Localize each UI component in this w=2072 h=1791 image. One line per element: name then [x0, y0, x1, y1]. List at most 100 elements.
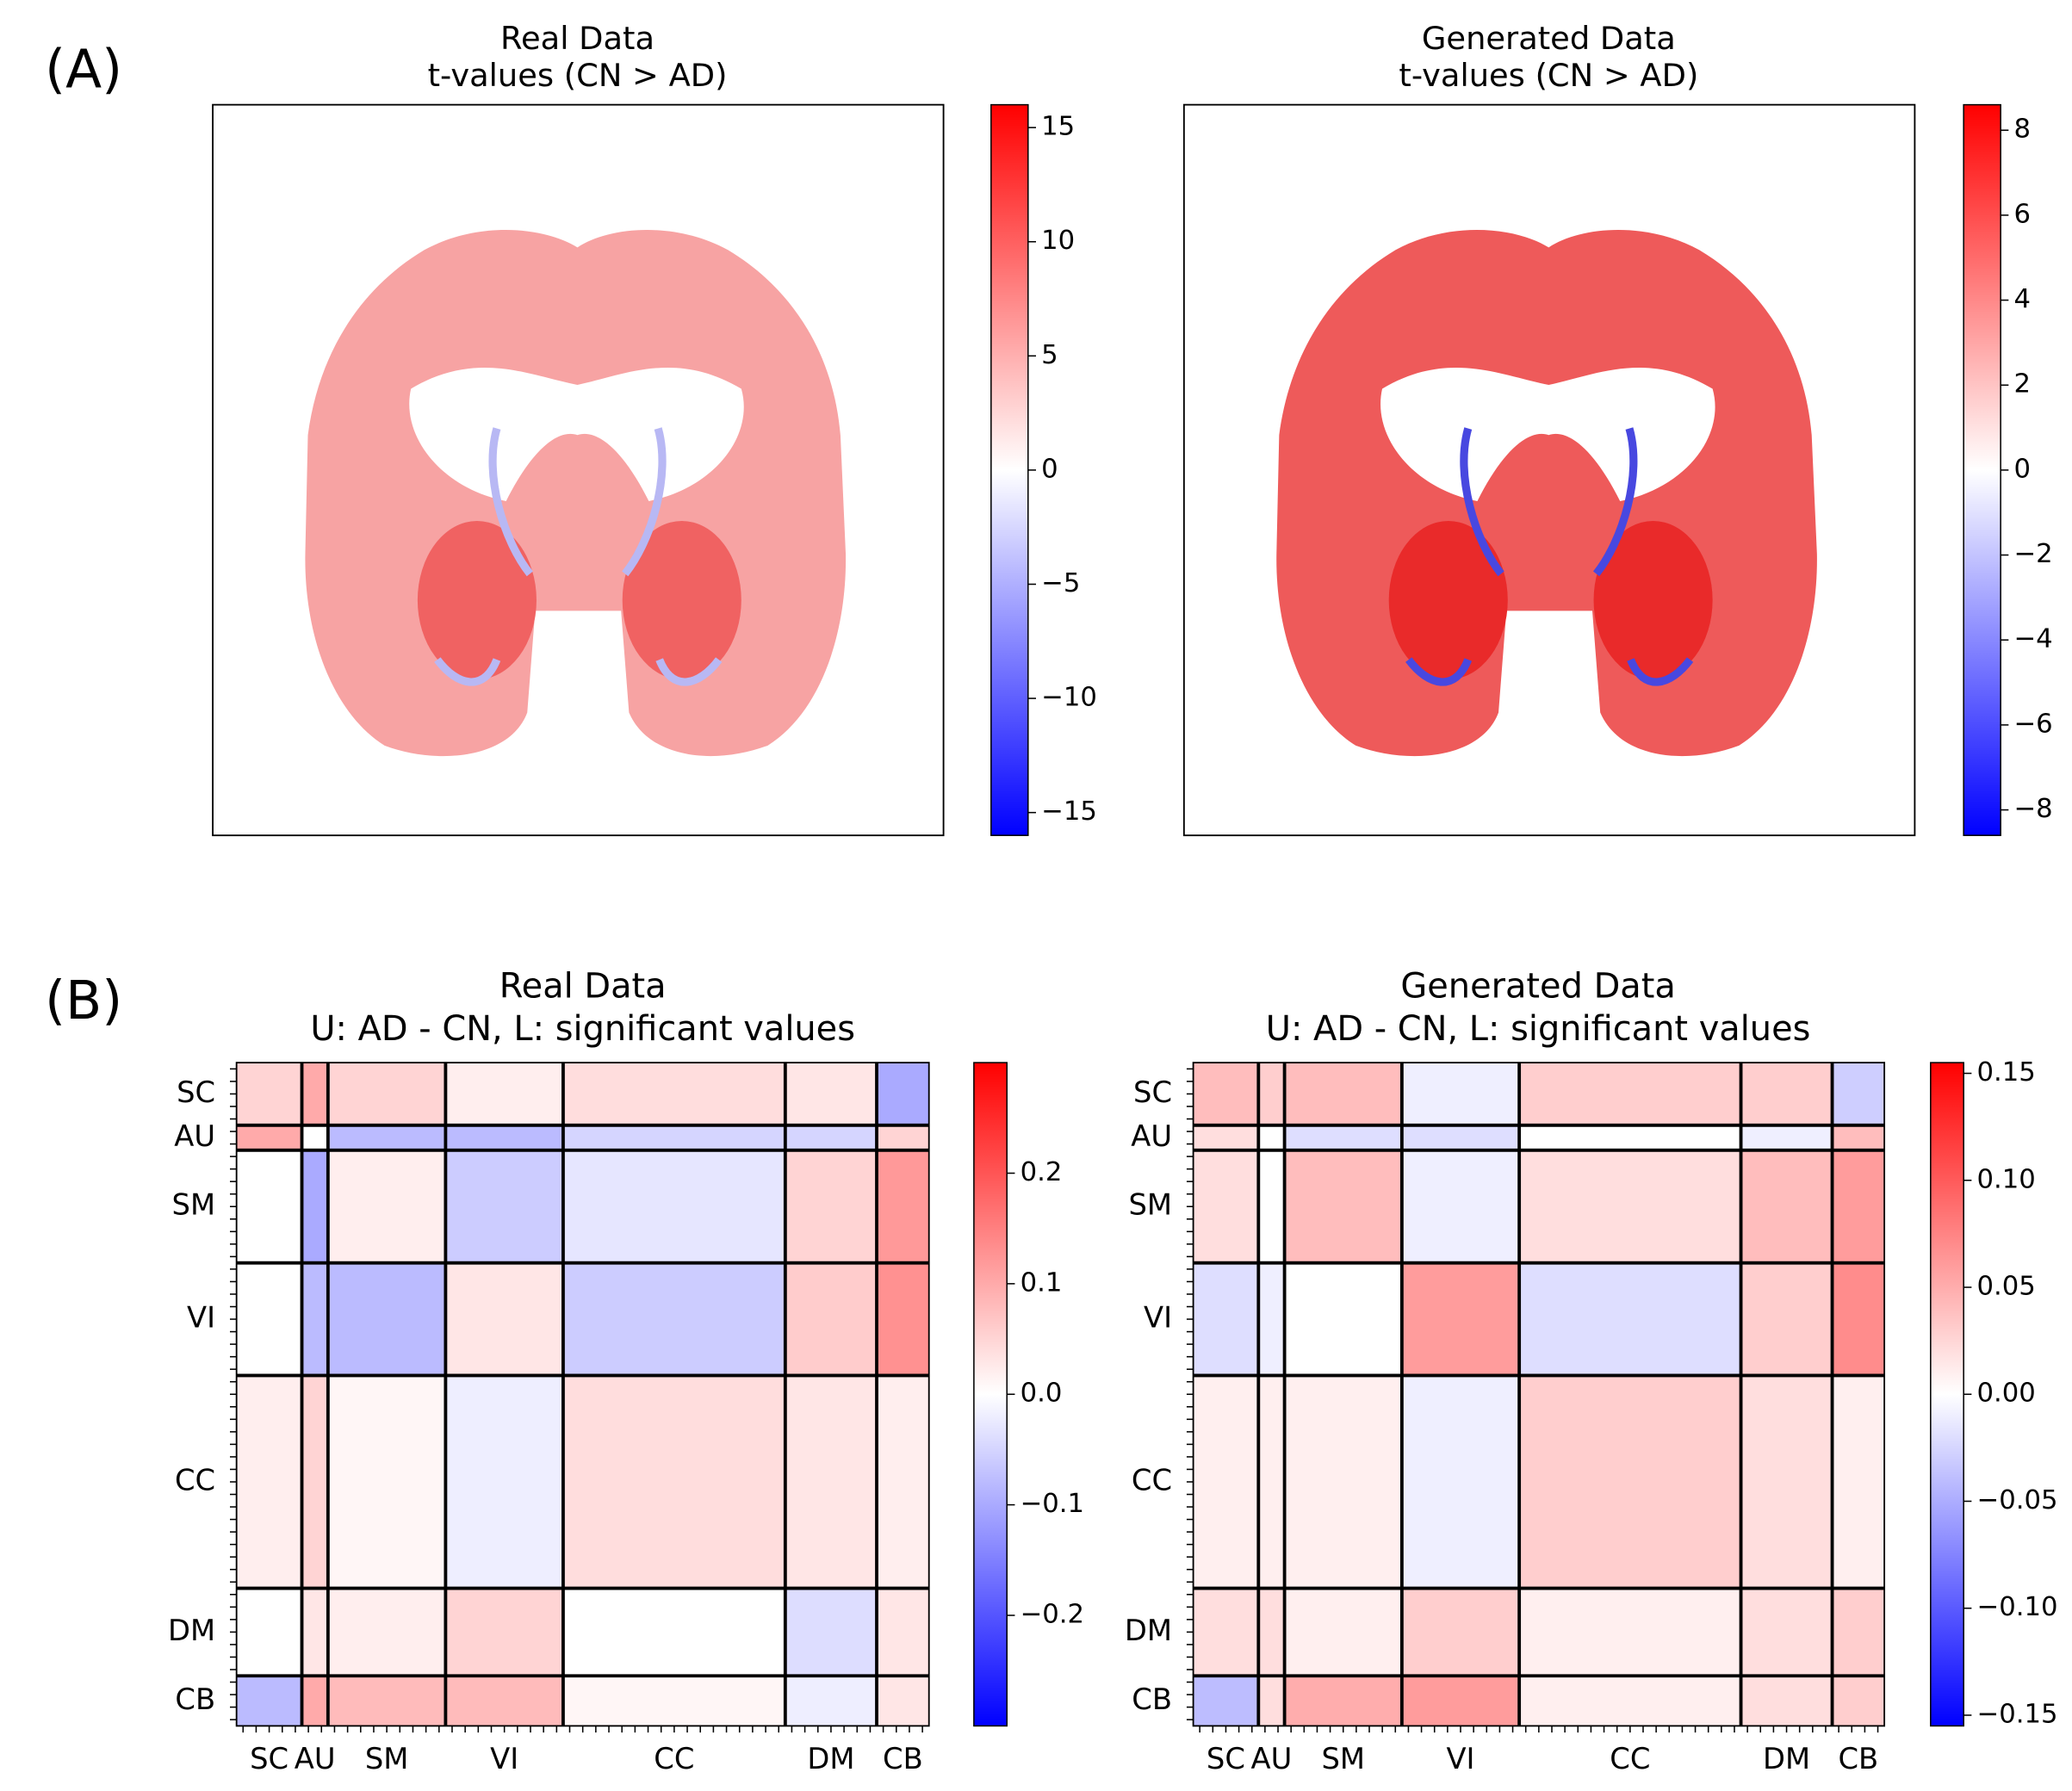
x-network-label: AU: [1251, 1742, 1293, 1776]
colorbar-tick-label: 0.0: [1020, 1379, 1063, 1409]
panel-label: (A): [45, 39, 122, 100]
colorbar-tick-label: 5: [1041, 340, 1058, 370]
matrix-cell: [1519, 1262, 1741, 1376]
colorbar-tick-label: −15: [1041, 796, 1097, 827]
matrix-cell: [445, 1262, 563, 1376]
x-network-label: VI: [490, 1742, 518, 1776]
matrix-cell: [1284, 1588, 1402, 1676]
matrix-cell: [445, 1063, 563, 1125]
colorbar-tick-label: 10: [1041, 226, 1075, 256]
matrix-cell: [236, 1125, 302, 1150]
matrix-cell: [1832, 1676, 1885, 1726]
chart-title: U: AD - CN, L: significant values: [310, 1009, 855, 1049]
matrix-cell: [1284, 1150, 1402, 1263]
matrix-cell: [1193, 1588, 1259, 1676]
matrix-cell: [301, 1150, 328, 1263]
matrix-cell: [1401, 1125, 1520, 1150]
matrix-cell: [1740, 1063, 1833, 1125]
colorbar-tick-label: 0.2: [1020, 1157, 1063, 1187]
matrix-cell: [1193, 1375, 1259, 1589]
y-network-label: DM: [168, 1614, 215, 1647]
matrix-cell: [301, 1063, 328, 1125]
matrix-cell: [1832, 1262, 1885, 1376]
x-network-label: CB: [883, 1742, 923, 1776]
chart-title: Generated Data: [1400, 967, 1675, 1007]
matrix-cell: [1401, 1676, 1520, 1726]
matrix-cell: [785, 1150, 878, 1263]
matrix-cell: [1258, 1676, 1285, 1726]
matrix-cell: [1284, 1125, 1402, 1150]
matrix-cell: [301, 1588, 328, 1676]
matrix-cell: [562, 1262, 785, 1376]
matrix-cell: [236, 1676, 302, 1726]
matrix-cell: [1258, 1588, 1285, 1676]
colorbar-tick-label: −5: [1041, 568, 1080, 598]
colorbar-tick-label: 0.05: [1977, 1272, 2036, 1302]
matrix-cell: [1519, 1063, 1741, 1125]
matrix-cell: [785, 1262, 878, 1376]
x-network-label: SC: [1207, 1742, 1245, 1776]
matrix-cell: [236, 1262, 302, 1376]
matrix-cell: [1832, 1125, 1885, 1150]
matrix-cell: [562, 1125, 785, 1150]
matrix-cell: [1401, 1262, 1520, 1376]
matrix-cell: [327, 1676, 446, 1726]
matrix-cell: [236, 1063, 302, 1125]
colorbar: [973, 1062, 1008, 1727]
matrix-cell: [1258, 1150, 1285, 1263]
colorbar-tick-label: −0.10: [1977, 1592, 2058, 1622]
chart-title: t-values (CN > AD): [1399, 57, 1698, 94]
y-network-label: VI: [187, 1301, 215, 1335]
matrix-cell: [1740, 1375, 1833, 1589]
matrix-cell: [1519, 1375, 1741, 1589]
colorbar-tick-label: −6: [2013, 709, 2052, 739]
matrix-cell: [1740, 1262, 1833, 1376]
colorbar-tick-label: 0.10: [1977, 1164, 2036, 1194]
chart-title: Real Data: [499, 967, 667, 1007]
matrix-cell: [1401, 1063, 1520, 1125]
matrix-cell: [445, 1125, 563, 1150]
matrix-cell: [327, 1063, 446, 1125]
x-network-label: CC: [1610, 1742, 1650, 1776]
matrix-cell: [1519, 1676, 1741, 1726]
matrix-cell: [562, 1375, 785, 1589]
colorbar-tick-label: 0: [2013, 454, 2031, 484]
matrix-cell: [445, 1588, 563, 1676]
matrix-cell: [785, 1063, 878, 1125]
y-network-label: CB: [175, 1683, 215, 1716]
y-network-label: DM: [1125, 1614, 1172, 1647]
matrix-cell: [1832, 1588, 1885, 1676]
matrix-cell: [236, 1150, 302, 1263]
x-network-label: CB: [1838, 1742, 1878, 1776]
chart-title: t-values (CN > AD): [428, 57, 728, 94]
colorbar-tick-label: −0.2: [1020, 1600, 1084, 1630]
y-network-label: SM: [172, 1188, 216, 1222]
matrix-cell: [785, 1676, 878, 1726]
matrix-cell: [327, 1375, 446, 1589]
x-network-label: CC: [654, 1742, 694, 1776]
matrix-cell: [1193, 1150, 1259, 1263]
matrix-cell: [877, 1125, 929, 1150]
matrix-cell: [327, 1262, 446, 1376]
matrix-cell: [1519, 1150, 1741, 1263]
matrix-cell: [1832, 1063, 1885, 1125]
colorbar-tick-label: 15: [1041, 112, 1075, 142]
colorbar-tick-label: 0.15: [1977, 1057, 2036, 1088]
matrix-cell: [1740, 1125, 1833, 1150]
matrix-cell: [1401, 1588, 1520, 1676]
matrix-cell: [1740, 1588, 1833, 1676]
matrix-cell: [236, 1588, 302, 1676]
matrix-cell: [1519, 1588, 1741, 1676]
colorbar: [990, 103, 1029, 836]
y-network-label: CB: [1132, 1683, 1172, 1716]
x-network-label: SM: [365, 1742, 409, 1776]
matrix-cell: [1193, 1125, 1259, 1150]
y-network-label: AU: [1131, 1119, 1172, 1153]
matrix-cell: [301, 1375, 328, 1589]
y-network-label: AU: [174, 1119, 215, 1153]
colorbar-tick-label: −8: [2013, 794, 2052, 824]
matrix-cell: [1740, 1150, 1833, 1263]
matrix-cell: [877, 1063, 929, 1125]
matrix-cell: [785, 1588, 878, 1676]
